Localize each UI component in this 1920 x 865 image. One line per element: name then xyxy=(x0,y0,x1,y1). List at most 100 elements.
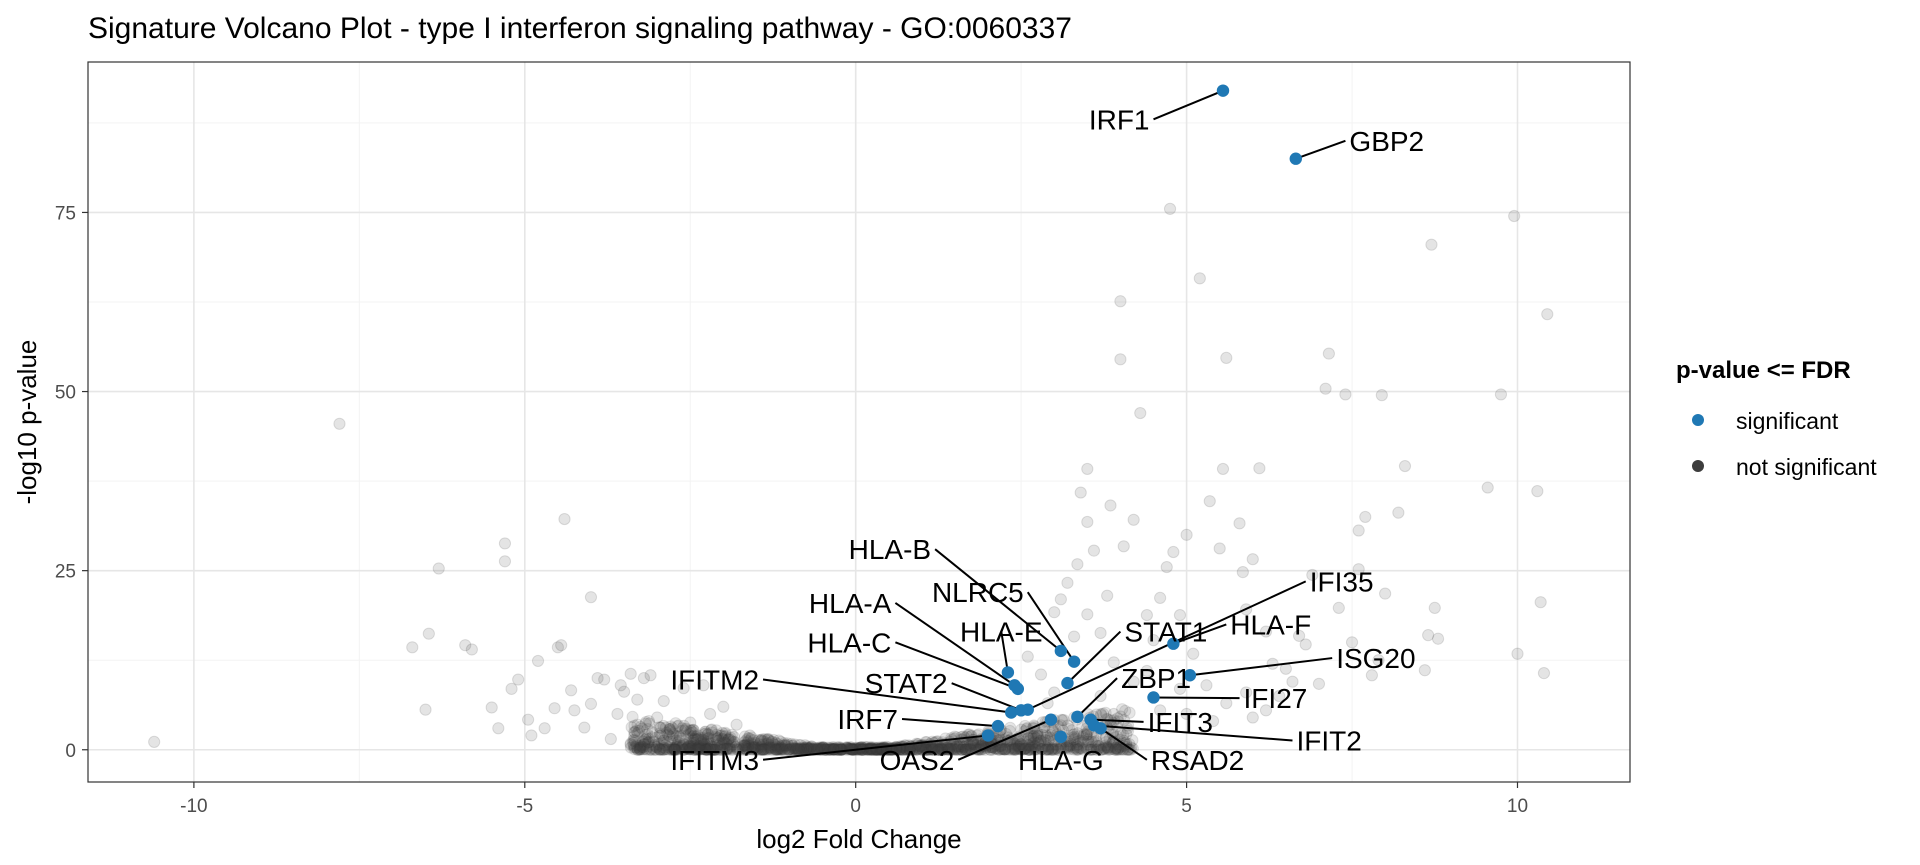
point-not-significant xyxy=(684,716,697,729)
point-not-significant xyxy=(767,738,780,751)
leader-line-irf7 xyxy=(901,717,999,728)
point-hla-b xyxy=(1054,644,1068,658)
significant-points xyxy=(981,84,1302,744)
point-not-significant xyxy=(756,735,770,748)
point-not-significant xyxy=(1511,647,1524,660)
point-not-significant xyxy=(998,743,1011,756)
point-not-significant xyxy=(628,719,641,732)
point-not-significant xyxy=(893,743,906,756)
point-not-significant xyxy=(740,734,753,747)
y-tick-label: 25 xyxy=(55,562,76,583)
point-not-significant xyxy=(678,724,691,737)
point-not-significant xyxy=(746,742,759,756)
point-not-significant xyxy=(650,743,663,756)
point-not-significant xyxy=(642,732,655,746)
point-not-significant xyxy=(713,734,726,747)
point-not-significant xyxy=(1481,481,1494,494)
point-not-significant xyxy=(775,743,789,756)
point-not-significant xyxy=(1127,513,1140,526)
point-not-significant xyxy=(772,734,785,747)
point-not-significant xyxy=(1081,515,1094,529)
point-not-significant xyxy=(1286,675,1299,688)
point-not-significant xyxy=(697,734,710,747)
point-not-significant xyxy=(1114,295,1127,308)
point-not-significant xyxy=(1087,743,1100,756)
point-not-significant xyxy=(1114,353,1127,366)
x-axis-title: log2 Fold Change xyxy=(756,824,961,854)
point-not-significant xyxy=(788,738,801,751)
point-not-significant xyxy=(1015,742,1028,755)
point-not-significant xyxy=(531,654,545,668)
point-not-significant xyxy=(807,743,821,756)
point-not-significant xyxy=(710,724,723,737)
point-not-significant xyxy=(631,726,644,740)
point-not-significant xyxy=(945,743,958,756)
point-not-significant xyxy=(644,669,657,682)
point-not-significant xyxy=(1109,742,1123,755)
point-not-significant xyxy=(1029,740,1042,753)
point-not-significant xyxy=(1038,736,1051,749)
leader-line-oas2 xyxy=(957,718,1052,761)
point-not-significant xyxy=(1022,732,1035,745)
point-not-significant xyxy=(1045,743,1058,756)
point-not-significant xyxy=(702,737,715,750)
point-not-significant xyxy=(1023,735,1036,748)
legend-key-significant xyxy=(1692,414,1704,426)
point-not-significant xyxy=(1046,742,1060,755)
point-not-significant xyxy=(654,721,667,734)
point-not-significant xyxy=(767,743,781,756)
point-not-significant xyxy=(663,729,676,743)
point-not-significant xyxy=(645,743,658,756)
y-axis: 0 25 50 75 xyxy=(55,203,88,762)
point-not-significant xyxy=(673,743,686,756)
point-not-significant xyxy=(771,743,784,756)
point-not-significant xyxy=(704,743,717,756)
point-not-significant xyxy=(699,743,712,756)
point-not-significant xyxy=(720,742,733,756)
legend: p-value <= FDR significant not significa… xyxy=(1676,357,1877,480)
point-not-significant xyxy=(774,735,788,748)
point-not-significant xyxy=(774,741,788,755)
point-not-significant xyxy=(925,742,939,755)
point-not-significant xyxy=(716,738,729,751)
point-not-significant xyxy=(1012,739,1026,752)
leader-line-gbp2 xyxy=(1295,139,1346,160)
point-not-significant xyxy=(1008,742,1022,755)
point-not-significant xyxy=(632,724,646,738)
point-not-significant xyxy=(627,736,640,750)
point-not-significant xyxy=(1000,742,1013,755)
point-not-significant xyxy=(1018,742,1031,755)
point-not-significant xyxy=(772,742,785,756)
point-not-significant xyxy=(792,739,805,752)
point-not-significant xyxy=(1042,735,1055,748)
point-not-significant xyxy=(698,728,711,741)
point-not-significant xyxy=(1081,738,1094,751)
point-not-significant xyxy=(934,742,948,755)
leader-line-ifi27 xyxy=(1153,696,1240,700)
point-not-significant xyxy=(664,723,677,736)
point-not-significant xyxy=(551,641,564,654)
point-not-significant xyxy=(1047,743,1060,756)
point-not-significant xyxy=(716,743,729,756)
point-not-significant xyxy=(693,739,707,752)
point-not-significant xyxy=(718,736,731,750)
y-tick-label: 50 xyxy=(55,383,76,404)
point-not-significant xyxy=(667,728,680,742)
point-not-significant xyxy=(1067,743,1080,756)
point-not-significant xyxy=(754,743,767,756)
point-not-significant xyxy=(718,742,731,755)
point-not-significant xyxy=(653,727,667,740)
point-not-significant xyxy=(633,743,646,756)
point-not-significant xyxy=(760,737,773,750)
point-not-significant xyxy=(1038,727,1052,741)
point-not-significant xyxy=(1428,601,1441,615)
point-not-significant xyxy=(1319,382,1332,395)
point-not-significant xyxy=(1024,731,1038,744)
point-not-significant xyxy=(628,730,641,743)
point-not-significant xyxy=(1010,739,1023,752)
point-hla-f xyxy=(1167,637,1180,650)
point-not-significant xyxy=(1029,731,1042,744)
point-not-significant xyxy=(1379,587,1392,600)
point-not-significant xyxy=(958,743,971,756)
point-not-significant xyxy=(1071,740,1084,754)
